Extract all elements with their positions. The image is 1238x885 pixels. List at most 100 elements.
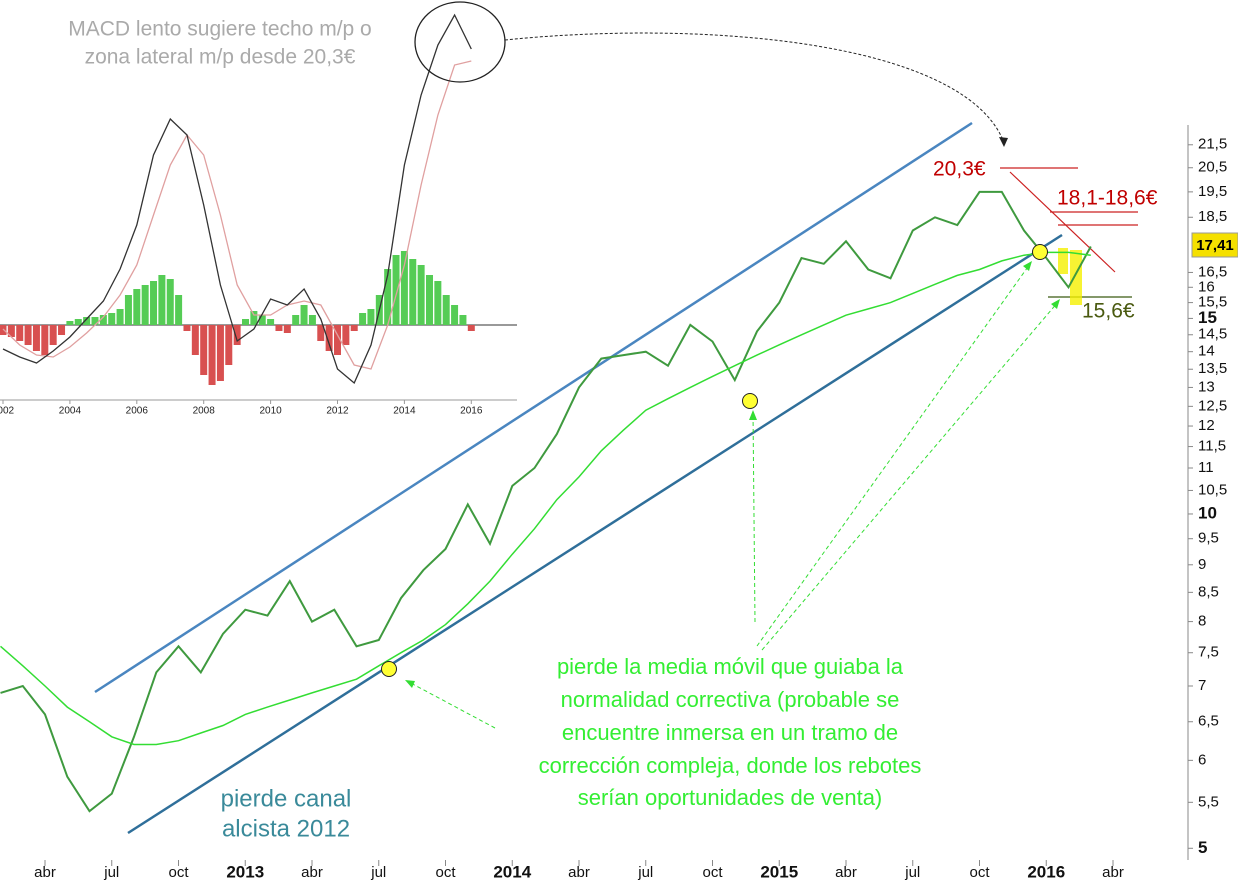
histogram-bar: [258, 315, 266, 325]
histogram-bar: [158, 275, 166, 325]
x-tick-label: 2016: [1027, 862, 1065, 881]
histogram-bar: [275, 325, 283, 331]
histogram-bar: [99, 315, 107, 325]
x-tick-label: 2016: [460, 406, 483, 417]
y-tick-label: 12,5: [1198, 397, 1227, 414]
histogram-bar: [66, 321, 74, 325]
arrow: [406, 680, 496, 729]
histogram-bar: [191, 325, 199, 355]
x-tick-label: abr: [301, 864, 323, 881]
histogram-bar: [133, 289, 141, 325]
histogram-bar: [32, 325, 40, 351]
annotation: alcista 2012: [222, 815, 350, 842]
arrow: [761, 301, 1059, 651]
histogram-bar: [400, 251, 408, 325]
histogram-bar: [166, 279, 174, 325]
arrows: [406, 263, 1059, 729]
histogram-bar: [208, 325, 216, 385]
histogram-bar: [74, 319, 82, 325]
histogram-bar: [242, 319, 250, 325]
annotation: MACD lento sugiere techo m/p o: [68, 18, 371, 41]
histogram-bar: [58, 325, 66, 335]
level-label: 18,1-18,6€: [1057, 187, 1158, 210]
x-tick-label: oct: [702, 864, 723, 881]
x-tick-label: 2002: [0, 406, 15, 417]
markers: [381, 244, 1048, 677]
histogram-bar: [267, 319, 275, 325]
x-tick-label: 2004: [59, 406, 82, 417]
histogram-bar: [392, 255, 400, 325]
y-tick-label: 6,5: [1198, 713, 1219, 730]
arrowhead: [1051, 299, 1060, 309]
histogram-bar: [350, 325, 358, 331]
y-tick-label: 7,5: [1198, 644, 1219, 661]
level-label: 15,6€: [1082, 300, 1135, 323]
histogram-bar: [384, 269, 392, 325]
y-tick-label: 5: [1198, 838, 1207, 857]
y-tick-label: 18,5: [1198, 208, 1227, 225]
x-tick-label: 2015: [760, 862, 798, 881]
y-tick-label: 12: [1198, 417, 1215, 434]
y-tick-label: 7: [1198, 677, 1206, 694]
y-tick-label: 19,5: [1198, 183, 1227, 200]
macd-inset: 2002 2004 2006 2008 2010 2012 2014 2016: [0, 13, 517, 417]
histogram-bar: [283, 325, 291, 333]
dashed-arrow: [504, 32, 1004, 141]
histogram-bar: [451, 305, 459, 325]
histogram-bar: [250, 311, 258, 325]
y-tick-label: 21,5: [1198, 136, 1227, 153]
histogram-bar: [216, 325, 224, 381]
y-tick-label: 16: [1198, 278, 1215, 295]
lower-channel: [127, 233, 1063, 835]
x-tick-label: jul: [370, 864, 386, 881]
y-tick-label: 13: [1198, 378, 1215, 395]
histogram-bar: [467, 325, 475, 331]
histogram-bar: [459, 315, 467, 325]
x-tick-label: jul: [637, 864, 653, 881]
histogram-bar: [325, 325, 333, 351]
x-tick-label: abr: [34, 864, 56, 881]
y-tick-label: 20,5: [1198, 159, 1227, 176]
histogram-bar: [16, 325, 24, 341]
histogram-bar: [425, 275, 433, 325]
x-tick-label: 2014: [493, 862, 531, 881]
y-tick-label: 10: [1198, 503, 1217, 522]
histogram-bar: [233, 325, 241, 345]
histogram-bar: [108, 313, 116, 325]
marker: [742, 393, 758, 409]
arrow: [752, 411, 756, 623]
plot-area: [0, 190, 1092, 813]
histogram-bar: [83, 317, 91, 325]
highlight: [1058, 248, 1068, 274]
annotation: serían oportunidades de venta): [578, 785, 883, 810]
histogram-bar: [300, 305, 308, 325]
x-tick-label: 2014: [393, 406, 416, 417]
arrow: [756, 263, 1031, 647]
x-tick-label: 2008: [193, 406, 216, 417]
y-tick-label: 16,5: [1198, 263, 1227, 280]
histogram-bar: [342, 325, 350, 345]
histogram-bar: [225, 325, 233, 365]
y-tick-label: 11,5: [1198, 438, 1226, 455]
series-line: [0, 251, 1091, 746]
x-tick-label: abr: [835, 864, 857, 881]
last-price-box: [1191, 232, 1238, 258]
x-tick-label: 2010: [259, 406, 282, 417]
x-tick-label: 2012: [326, 406, 349, 417]
x-tick-label: jul: [904, 864, 920, 881]
arrowhead: [1023, 261, 1032, 271]
y-tick-label: 8,5: [1198, 583, 1219, 600]
histogram-bar: [442, 295, 450, 325]
histogram-bar: [317, 325, 325, 341]
y-tick-label: 10,5: [1198, 481, 1227, 498]
marker: [1032, 244, 1048, 260]
annotation: zona lateral m/p desde 20,3€: [85, 46, 356, 69]
y-tick-label: 6: [1198, 751, 1206, 768]
x-tick-label: 2006: [126, 406, 149, 417]
x-tick-label: oct: [435, 864, 456, 881]
x-tick-label: abr: [1102, 864, 1124, 881]
x-tick-label: oct: [969, 864, 990, 881]
series-line: [0, 190, 1092, 813]
histogram-bar: [409, 259, 417, 325]
